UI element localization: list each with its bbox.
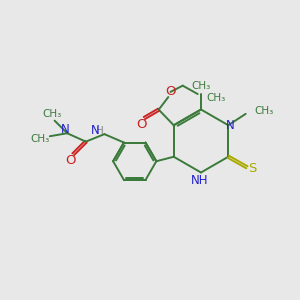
Text: H: H (96, 125, 104, 136)
Text: O: O (137, 118, 147, 130)
Text: O: O (66, 154, 76, 167)
Text: CH₃: CH₃ (191, 81, 211, 92)
Text: CH₃: CH₃ (43, 109, 62, 119)
Text: N: N (225, 119, 234, 132)
Text: N: N (60, 123, 69, 136)
Text: CH₃: CH₃ (206, 93, 225, 103)
Text: CH₃: CH₃ (31, 134, 50, 144)
Text: CH₃: CH₃ (254, 106, 273, 116)
Text: NH: NH (191, 173, 208, 187)
Text: O: O (165, 85, 176, 98)
Text: N: N (90, 124, 99, 137)
Text: S: S (248, 162, 256, 175)
